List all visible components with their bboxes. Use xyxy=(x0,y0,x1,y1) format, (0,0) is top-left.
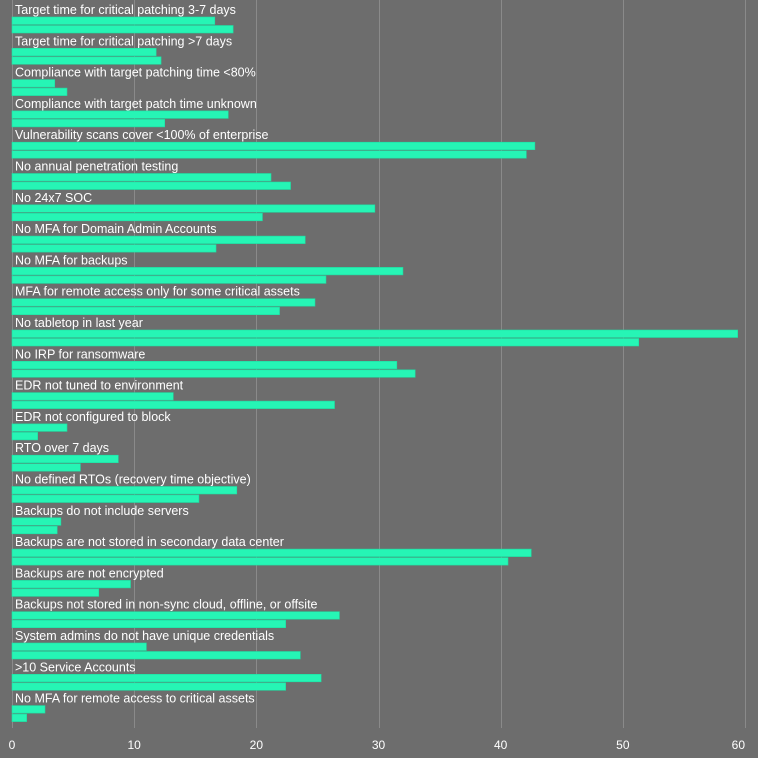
bar-series-2 xyxy=(11,181,291,190)
bar-series-1 xyxy=(11,204,376,213)
category-label: Backups not stored in non-sync cloud, of… xyxy=(15,598,318,612)
category-label: No MFA for Domain Admin Accounts xyxy=(15,222,216,236)
category-label: EDR not tuned to environment xyxy=(15,379,184,393)
bar-series-2 xyxy=(11,494,200,503)
category-label: Compliance with target patch time unknow… xyxy=(15,97,257,111)
bar-series-2 xyxy=(11,244,217,253)
category-label: No annual penetration testing xyxy=(15,160,178,174)
bar-series-2 xyxy=(11,306,280,316)
category-label: System admins do not have unique credent… xyxy=(15,629,274,643)
category-label: >10 Service Accounts xyxy=(15,660,136,674)
x-tick-label: 50 xyxy=(616,738,630,752)
bar-series-2 xyxy=(11,400,335,409)
category-label: RTO over 7 days xyxy=(15,441,109,455)
bar-series-1 xyxy=(11,110,229,119)
bar-series-1 xyxy=(11,454,119,464)
bar-series-2 xyxy=(11,275,327,284)
bar-series-2 xyxy=(11,682,286,691)
bar-series-1 xyxy=(11,235,306,244)
bar-series-1 xyxy=(11,173,272,182)
category-label: EDR not configured to block xyxy=(15,410,171,424)
category-label: Vulnerability scans cover <100% of enter… xyxy=(15,128,269,142)
bar-series-2 xyxy=(11,56,162,65)
category-label: Backups do not include servers xyxy=(15,504,189,518)
x-axis-ticks: 0 10 20 30 40 50 60 xyxy=(9,738,746,752)
x-tick-label: 20 xyxy=(250,738,264,752)
bar-series-2 xyxy=(11,213,263,222)
category-label: Compliance with target patching time <80… xyxy=(15,66,256,80)
bar-series-1 xyxy=(11,611,340,620)
bar-series-1 xyxy=(11,141,536,150)
x-tick-label: 0 xyxy=(9,738,16,752)
category-label: Target time for critical patching >7 day… xyxy=(15,34,232,48)
bar-series-2 xyxy=(11,338,640,347)
bar-series-1 xyxy=(11,329,738,338)
category-label: No 24x7 SOC xyxy=(15,191,92,205)
bar-series-2 xyxy=(11,588,100,597)
category-label: No defined RTOs (recovery time objective… xyxy=(15,473,251,487)
bar-series-2 xyxy=(11,432,38,441)
bar-series-1 xyxy=(11,267,404,276)
bar-series-2 xyxy=(11,463,81,472)
bar-series-2 xyxy=(11,619,286,629)
bar-series-1 xyxy=(11,298,316,307)
bar-series-1 xyxy=(11,79,56,88)
bar-series-1 xyxy=(11,486,238,495)
category-label: No MFA for remote access to critical ass… xyxy=(15,692,255,706)
x-tick-label: 60 xyxy=(732,738,746,752)
bar-series-2 xyxy=(11,87,68,96)
bar-series-1 xyxy=(11,47,157,57)
category-label: No MFA for backups xyxy=(15,253,128,267)
bar-series-1 xyxy=(11,423,68,432)
bar-series-1 xyxy=(11,642,147,651)
category-label: No IRP for ransomware xyxy=(15,347,145,361)
bar-series-2 xyxy=(11,525,58,535)
bar-series-1 xyxy=(11,360,398,370)
bar-series-1 xyxy=(11,705,46,714)
bar-series-2 xyxy=(11,713,27,722)
category-label: MFA for remote access only for some crit… xyxy=(15,285,300,299)
category-labels: Target time for critical patching 3-7 da… xyxy=(15,3,318,706)
category-label: No tabletop in last year xyxy=(15,316,143,330)
category-label: Backups are not stored in secondary data… xyxy=(15,535,284,549)
bar-series-1 xyxy=(11,548,532,557)
bar-series-2 xyxy=(11,651,301,660)
bar-series-2 xyxy=(11,150,527,159)
x-tick-label: 10 xyxy=(127,738,141,752)
category-label: Target time for critical patching 3-7 da… xyxy=(15,3,236,17)
bar-series-1 xyxy=(11,673,322,683)
bar-series-1 xyxy=(11,580,131,589)
bars xyxy=(11,16,738,722)
bar-series-2 xyxy=(11,119,166,128)
bar-series-1 xyxy=(11,392,174,401)
bar-series-1 xyxy=(11,517,62,526)
bar-series-2 xyxy=(11,369,416,378)
bar-series-2 xyxy=(11,25,234,34)
x-tick-label: 30 xyxy=(372,738,386,752)
x-tick-label: 40 xyxy=(494,738,508,752)
bar-series-1 xyxy=(11,16,216,25)
bar-series-2 xyxy=(11,557,509,566)
category-label: Backups are not encrypted xyxy=(15,566,164,580)
